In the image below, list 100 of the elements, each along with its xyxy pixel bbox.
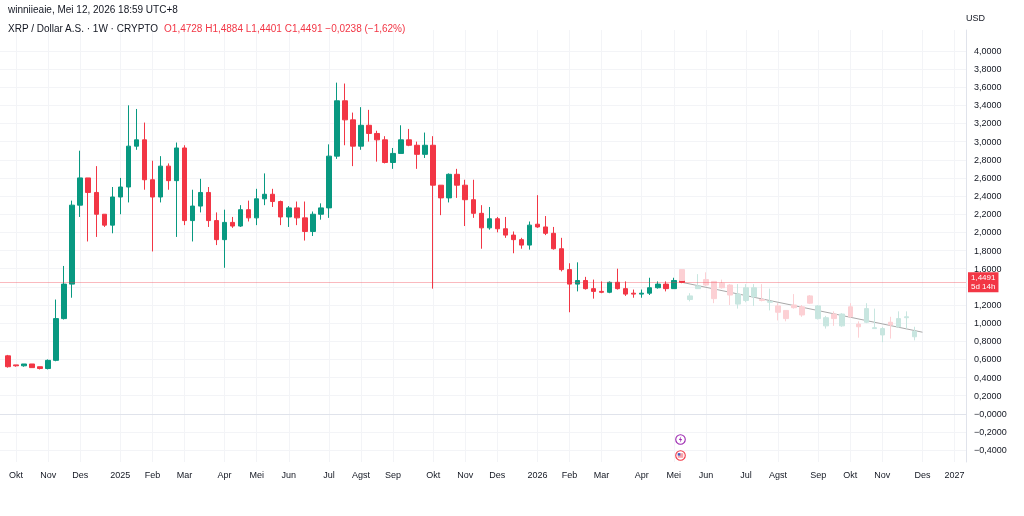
y-tick-label: −0,4000 xyxy=(974,445,1007,456)
candlestick xyxy=(727,283,733,306)
y-tick-label: 3,6000 xyxy=(974,82,1002,93)
candlestick xyxy=(503,216,508,239)
candlestick xyxy=(519,237,524,250)
x-tick-label: Des xyxy=(489,469,506,480)
y-tick-label: 1,0000 xyxy=(974,318,1002,329)
candlestick xyxy=(663,280,669,292)
candlestick xyxy=(791,293,797,310)
candlestick xyxy=(190,189,195,242)
x-tick-label: Jun xyxy=(698,469,714,480)
candlestick xyxy=(222,209,227,269)
candlestick xyxy=(246,200,251,222)
candlestick xyxy=(134,108,139,151)
candlestick xyxy=(21,363,27,368)
candlestick xyxy=(783,309,789,322)
candlestick xyxy=(487,206,492,231)
y-tick-label: 0,4000 xyxy=(974,372,1002,383)
candlestick xyxy=(703,271,709,287)
candlestick xyxy=(511,230,516,254)
candlestick xyxy=(799,304,805,318)
candlestick xyxy=(639,289,644,299)
candlestick xyxy=(831,310,837,327)
x-tick-label: Agst xyxy=(769,469,788,480)
x-tick-label: Mar xyxy=(176,469,193,480)
candlestick xyxy=(366,109,372,143)
x-tick-label: Nov xyxy=(457,469,474,480)
candlestick xyxy=(198,178,203,213)
candlestick xyxy=(414,141,420,170)
candlestick xyxy=(679,269,685,281)
x-tick-label: Jul xyxy=(740,469,752,480)
candlestick xyxy=(94,165,99,238)
y-tick-label: 3,0000 xyxy=(974,136,1002,147)
candlestick xyxy=(559,237,564,272)
y-tick-label: 1,2000 xyxy=(974,299,1002,310)
candlestick xyxy=(896,310,901,329)
candlestick xyxy=(166,162,171,191)
candlestick xyxy=(591,279,596,300)
candlestick xyxy=(471,179,476,219)
candlestick xyxy=(848,302,853,319)
y-tick-label: 0,6000 xyxy=(974,354,1002,365)
x-tick-label: Mar xyxy=(593,469,610,480)
candlestick xyxy=(567,262,572,313)
candlestick xyxy=(856,320,861,339)
x-tick-label: Sep xyxy=(810,469,827,480)
annotation: O1,4728 H1,4884 L1,4401 C1,4491 −0,0238 (−1,62%) xyxy=(164,23,406,34)
candlestick xyxy=(543,215,548,236)
candlestick xyxy=(695,273,701,290)
candlestick xyxy=(334,82,340,160)
y-tick-label: 1,6000 xyxy=(974,263,1002,274)
x-tick-label: Sep xyxy=(385,469,402,480)
y-tick-label: 0,8000 xyxy=(974,336,1002,347)
candlestick xyxy=(254,188,259,226)
candlestick xyxy=(647,277,652,296)
x-tick-label: Nov xyxy=(40,469,57,480)
y-tick-label: 2,6000 xyxy=(974,172,1002,183)
candlestick xyxy=(214,211,219,246)
x-tick-label: 2025 xyxy=(110,469,131,480)
candlestick xyxy=(310,211,316,237)
candlestick xyxy=(45,358,51,370)
x-tick-label: Nov xyxy=(874,469,891,480)
candlestick xyxy=(912,326,917,341)
candlestick xyxy=(374,130,380,163)
x-tick-label: Mei xyxy=(666,469,682,480)
candlestick xyxy=(888,316,893,340)
y-tick-label: −0,2000 xyxy=(974,427,1007,438)
candlestick xyxy=(110,186,115,234)
y-tick-label: 3,4000 xyxy=(974,100,1002,111)
x-tick-label: Des xyxy=(914,469,931,480)
y-tick-label: 0,2000 xyxy=(974,390,1002,401)
candlestick xyxy=(775,302,781,321)
candlestick xyxy=(815,304,821,321)
candlestick xyxy=(126,104,131,203)
candlestick xyxy=(29,363,35,369)
candlestick xyxy=(294,201,300,226)
candlestick xyxy=(454,168,460,199)
candlestick xyxy=(823,315,829,330)
candlestick xyxy=(615,268,620,291)
candlestick xyxy=(77,150,83,218)
candlestick xyxy=(711,280,717,304)
y-tick-label: −0,0000 xyxy=(974,408,1007,419)
candlestick xyxy=(655,280,661,290)
x-tick-label: Okt xyxy=(843,469,858,480)
candlestick xyxy=(5,354,11,369)
y-tick-label: 3,8000 xyxy=(974,64,1002,75)
candlestick xyxy=(278,200,283,226)
x-tick-label: Apr xyxy=(634,469,649,480)
candlestick xyxy=(607,280,612,294)
candlestick xyxy=(342,83,348,146)
candlestick xyxy=(599,280,604,294)
candlestick xyxy=(61,265,67,321)
y-tick-label: 1,8000 xyxy=(974,245,1002,256)
ref-line-label: 1,4491 5d 14h xyxy=(971,273,997,292)
candlestick xyxy=(631,289,636,299)
candlestick xyxy=(687,292,693,302)
candlestick xyxy=(535,194,540,229)
candlestick xyxy=(807,294,813,305)
candlestick xyxy=(479,204,484,250)
candlestick xyxy=(102,213,107,228)
x-tick-label: 2026 xyxy=(527,469,548,480)
